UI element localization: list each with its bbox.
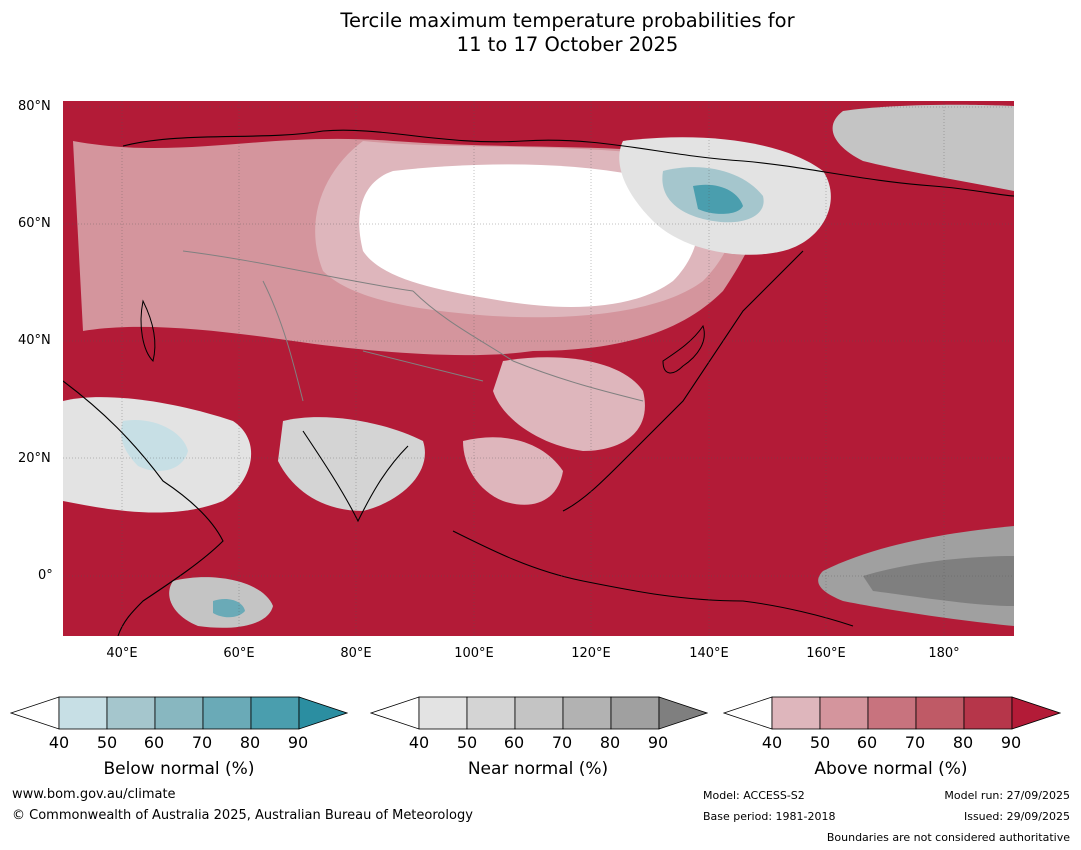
tick-near-70: 70 bbox=[551, 733, 573, 752]
issued-date: Issued: 29/09/2025 bbox=[963, 810, 1070, 823]
legend-title-below-normal: Below normal (%) bbox=[103, 759, 255, 779]
above-cbar-segment-3 bbox=[867, 696, 917, 730]
lon-label-120e: 120°E bbox=[571, 646, 611, 661]
lon-label-40e: 40°E bbox=[106, 646, 138, 661]
below-cbar-left-arrow bbox=[10, 696, 60, 730]
near-cbar-segment-4 bbox=[562, 696, 612, 730]
tick-above-80: 80 bbox=[952, 733, 974, 752]
near-cbar-left-arrow bbox=[370, 696, 420, 730]
near-cbar-segment-2 bbox=[466, 696, 516, 730]
india-near-normal-region bbox=[278, 417, 425, 511]
coastline-india bbox=[302, 430, 409, 523]
lon-label-60e: 60°E bbox=[223, 646, 255, 661]
boundaries-disclaimer: Boundaries are not considered authoritat… bbox=[826, 831, 1070, 844]
lon-label-100e: 100°E bbox=[454, 646, 494, 661]
above-cbar-segment-2 bbox=[819, 696, 869, 730]
near-cbar-segment-1 bbox=[418, 696, 468, 730]
base-period: Base period: 1981-2018 bbox=[703, 810, 836, 823]
lon-label-180: 180° bbox=[928, 646, 960, 661]
probability-map bbox=[63, 101, 1014, 636]
tick-near-40: 40 bbox=[408, 733, 430, 752]
lat-label-60n: 60°N bbox=[18, 216, 51, 231]
pacific-near-normal-core bbox=[863, 556, 1014, 606]
lat-label-40n: 40°N bbox=[18, 333, 51, 348]
tick-below-80: 80 bbox=[239, 733, 261, 752]
colorbar-below-normal bbox=[10, 696, 348, 730]
coastline-japan bbox=[662, 324, 705, 374]
lat-label-20n: 20°N bbox=[18, 451, 51, 466]
siberia-below-normal-core bbox=[693, 184, 743, 214]
title-line-2: 11 to 17 October 2025 bbox=[456, 33, 679, 56]
above-cbar-segment-5 bbox=[963, 696, 1013, 730]
lat-label-equator: 0° bbox=[38, 568, 53, 583]
lon-label-160e: 160°E bbox=[806, 646, 846, 661]
coastline-eurasia-north bbox=[122, 129, 1014, 197]
coastline-east-asia bbox=[562, 250, 804, 512]
country-boundaries bbox=[182, 250, 644, 402]
above-cbar-segment-4 bbox=[915, 696, 965, 730]
tick-above-60: 60 bbox=[856, 733, 878, 752]
website-link[interactable]: www.bom.gov.au/climate bbox=[12, 787, 176, 802]
legend-title-above-normal: Above normal (%) bbox=[814, 759, 968, 779]
tick-above-70: 70 bbox=[904, 733, 926, 752]
below-cbar-segment-4 bbox=[202, 696, 252, 730]
tick-above-90: 90 bbox=[1000, 733, 1022, 752]
colorbar-near-normal bbox=[370, 696, 708, 730]
chart-title: Tercile maximum temperature probabilitie… bbox=[0, 9, 1081, 57]
below-cbar-segment-3 bbox=[154, 696, 204, 730]
central-asia-white-region bbox=[359, 164, 698, 307]
colorbar-above-normal bbox=[723, 696, 1061, 730]
southeast-asia-pink-region bbox=[463, 437, 563, 505]
title-line-1: Tercile maximum temperature probabilitie… bbox=[340, 9, 795, 32]
tick-below-60: 60 bbox=[143, 733, 165, 752]
arabia-below-normal-region bbox=[121, 420, 188, 471]
near-cbar-right-arrow bbox=[658, 696, 708, 730]
below-cbar-segment-5 bbox=[250, 696, 300, 730]
below-cbar-segment-1 bbox=[58, 696, 108, 730]
map-svg bbox=[63, 101, 1014, 636]
model-run-date: Model run: 27/09/2025 bbox=[944, 789, 1070, 802]
copyright-text: © Commonwealth of Australia 2025, Austra… bbox=[12, 808, 473, 823]
indian-ocean-below-normal-core bbox=[213, 599, 245, 618]
tick-below-90: 90 bbox=[287, 733, 309, 752]
china-pink-region bbox=[493, 357, 645, 451]
near-cbar-segment-5 bbox=[610, 696, 660, 730]
lon-label-140e: 140°E bbox=[689, 646, 729, 661]
tick-below-40: 40 bbox=[48, 733, 70, 752]
arctic-near-normal-region bbox=[832, 104, 1014, 191]
tick-near-50: 50 bbox=[456, 733, 478, 752]
lat-label-80n: 80°N bbox=[18, 99, 51, 114]
below-cbar-right-arrow bbox=[298, 696, 348, 730]
above-cbar-right-arrow bbox=[1011, 696, 1061, 730]
tick-near-80: 80 bbox=[599, 733, 621, 752]
tick-below-50: 50 bbox=[96, 733, 118, 752]
model-name: Model: ACCESS-S2 bbox=[703, 789, 805, 802]
tick-near-90: 90 bbox=[647, 733, 669, 752]
lon-label-80e: 80°E bbox=[340, 646, 372, 661]
legend-title-near-normal: Near normal (%) bbox=[467, 759, 609, 779]
coastline-caspian bbox=[140, 299, 156, 362]
above-cbar-left-arrow bbox=[723, 696, 773, 730]
map-gridlines bbox=[63, 101, 1014, 636]
coastline-indonesia bbox=[452, 530, 854, 627]
below-cbar-segment-2 bbox=[106, 696, 156, 730]
tick-near-60: 60 bbox=[503, 733, 525, 752]
tick-below-70: 70 bbox=[191, 733, 213, 752]
tick-above-40: 40 bbox=[761, 733, 783, 752]
near-cbar-segment-3 bbox=[514, 696, 564, 730]
coastline-arabia-africa bbox=[63, 380, 224, 636]
above-cbar-segment-1 bbox=[771, 696, 821, 730]
tick-above-50: 50 bbox=[809, 733, 831, 752]
